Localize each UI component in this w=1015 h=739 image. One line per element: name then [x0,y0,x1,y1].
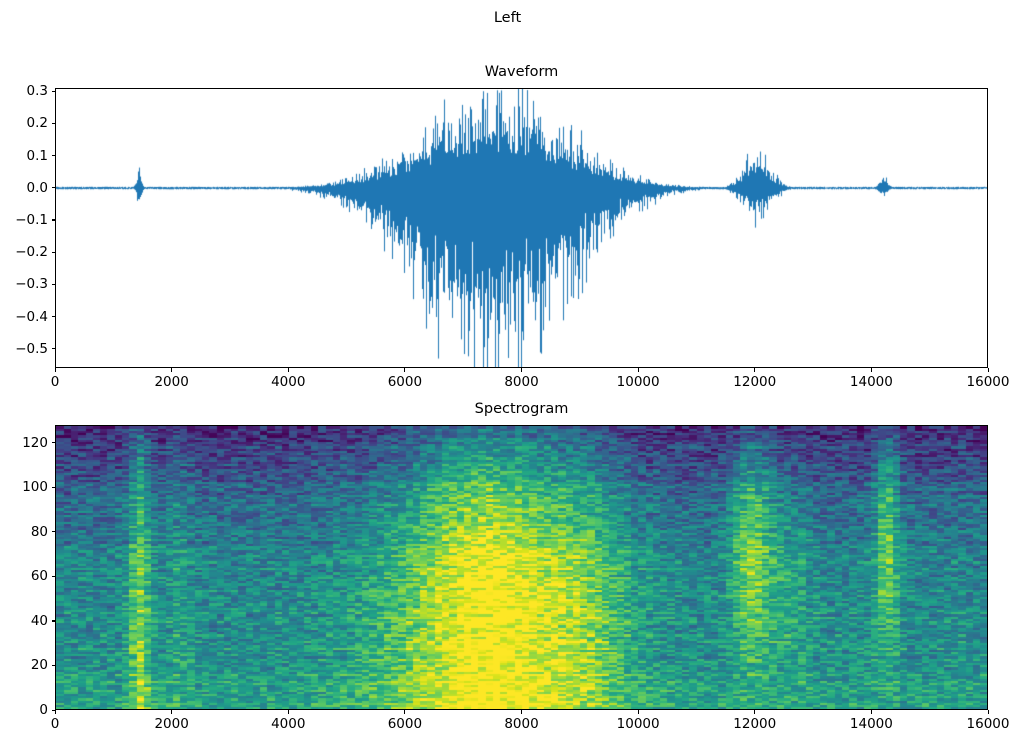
y-tick-label: −0.1 [15,211,48,228]
x-tick-label: 6000 [387,374,423,390]
x-tick-label: 14000 [849,716,893,732]
x-tick-mark [754,368,756,372]
figure-suptitle: Left [493,10,522,26]
x-tick-mark [987,368,989,372]
x-tick-label: 16000 [966,716,1010,732]
x-tick-mark [404,710,406,714]
spectrogram-canvas [56,426,987,709]
x-tick-mark [54,368,56,372]
y-tick-mark [51,442,55,444]
y-tick-mark [51,664,55,667]
x-tick-label: 8000 [504,374,539,390]
y-tick-label: 80 [30,523,48,540]
x-tick-mark [54,710,56,714]
x-tick-mark [637,368,639,372]
y-tick-mark [51,122,55,124]
x-tick-mark [637,710,639,714]
y-tick-mark [51,531,55,533]
y-tick-mark [51,348,55,350]
spectrogram-title: Spectrogram [474,401,569,417]
x-tick-label: 16000 [966,374,1010,390]
y-tick-mark [51,219,55,221]
y-tick-mark [51,575,55,577]
x-tick-label: 0 [50,716,60,732]
x-tick-mark [870,368,872,372]
y-tick-label: −0.4 [15,308,48,325]
x-tick-label: 14000 [849,374,893,390]
y-tick-label: 20 [30,657,48,674]
y-tick-label: 0.3 [26,83,48,100]
x-tick-label: 0 [50,374,60,390]
waveform-canvas [56,89,987,367]
y-tick-mark [51,620,55,622]
y-tick-mark [51,709,55,711]
y-tick-label: 100 [22,479,48,496]
y-tick-label: 0.0 [26,179,48,196]
y-tick-label: 0.2 [26,115,48,132]
x-tick-label: 10000 [616,716,660,732]
y-tick-label: −0.2 [15,244,48,261]
y-tick-mark [51,90,55,92]
x-tick-mark [287,368,289,372]
x-tick-label: 4000 [271,716,306,732]
x-tick-label: 6000 [387,716,423,732]
x-tick-mark [171,368,173,372]
x-tick-mark [404,368,406,372]
y-tick-label: −0.5 [15,340,48,357]
x-tick-label: 2000 [154,374,189,390]
y-tick-label: 60 [30,568,48,585]
y-tick-label: 120 [22,434,48,451]
y-tick-label: −0.3 [15,276,48,293]
x-tick-mark [171,710,173,714]
x-tick-label: 2000 [154,716,189,732]
x-tick-mark [754,710,756,714]
y-tick-label: 0.1 [26,147,48,164]
waveform-plot-area [55,88,988,368]
x-tick-mark [521,368,523,372]
x-tick-mark [287,710,289,714]
x-tick-label: 12000 [733,374,777,390]
x-tick-label: 12000 [733,716,777,732]
x-tick-mark [521,710,523,714]
spectrogram-plot-area [55,425,988,710]
y-tick-mark [51,486,55,488]
y-tick-mark [51,187,55,189]
x-tick-label: 8000 [504,716,539,732]
waveform-title: Waveform [484,64,559,80]
x-tick-label: 10000 [616,374,660,390]
y-tick-label: 0 [39,702,48,718]
x-tick-mark [870,710,872,714]
x-tick-mark [987,710,989,714]
x-tick-label: 4000 [271,374,306,390]
y-tick-mark [51,283,55,285]
y-tick-mark [51,316,55,318]
y-tick-mark [51,155,55,157]
y-tick-label: 40 [30,612,48,629]
y-tick-mark [51,251,55,253]
